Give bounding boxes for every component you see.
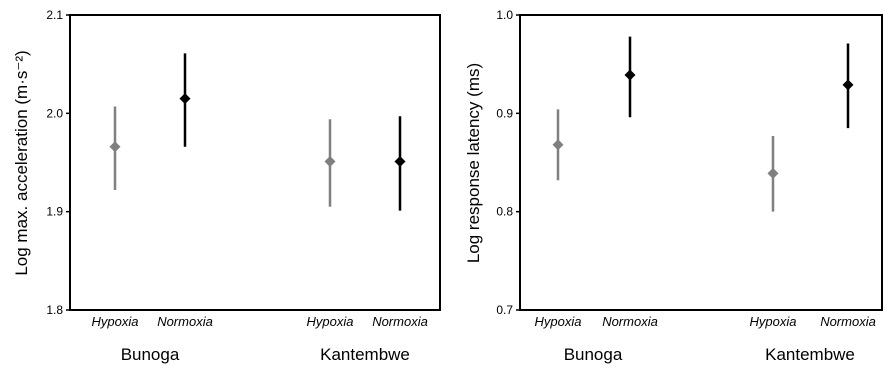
- data-point: [109, 141, 121, 153]
- x-category-label: Hypoxia: [307, 314, 354, 329]
- y-axis-label: Log max. acceleration (m·s⁻²): [12, 50, 31, 275]
- data-point: [842, 79, 854, 91]
- x-category-label: Normoxia: [372, 314, 428, 329]
- data-point: [624, 69, 636, 81]
- x-group-label: Bunoga: [564, 345, 623, 364]
- plot-frame: [519, 14, 883, 311]
- data-point: [767, 167, 779, 179]
- y-tick-label: 0.8: [496, 205, 513, 219]
- y-tick-label: 0.7: [496, 303, 513, 317]
- plot-frame: [69, 14, 441, 311]
- y-tick-label: 1.8: [46, 303, 63, 317]
- y-axis-label: Log response latency (ms): [464, 63, 483, 263]
- data-point: [324, 156, 336, 168]
- data-point: [552, 139, 564, 151]
- x-group-label: Bunoga: [121, 345, 180, 364]
- x-category-label: Normoxia: [157, 314, 213, 329]
- y-tick-label: 2.0: [46, 106, 63, 120]
- x-category-label: Hypoxia: [535, 314, 582, 329]
- x-group-label: Kantembwe: [765, 345, 855, 364]
- x-category-label: Hypoxia: [92, 314, 139, 329]
- data-point: [179, 93, 191, 105]
- chart-panel-1: 1.8 1.9 2.0 2.1 Log max. acceleration (m·s⁻²…: [12, 8, 441, 364]
- y-tick-label: 1.9: [46, 205, 63, 219]
- x-category-label: Hypoxia: [750, 314, 797, 329]
- x-category-label: Normoxia: [820, 314, 876, 329]
- chart-panel-2: 0.7 0.8 0.9 1.0 Log response latency (ms) Hyp…: [464, 8, 883, 364]
- x-category-label: Normoxia: [602, 314, 658, 329]
- y-tick-label: 1.0: [496, 8, 513, 22]
- y-tick-label: 0.9: [496, 106, 513, 120]
- data-point: [394, 156, 406, 168]
- y-tick-label: 2.1: [46, 8, 63, 22]
- x-group-label: Kantembwe: [320, 345, 410, 364]
